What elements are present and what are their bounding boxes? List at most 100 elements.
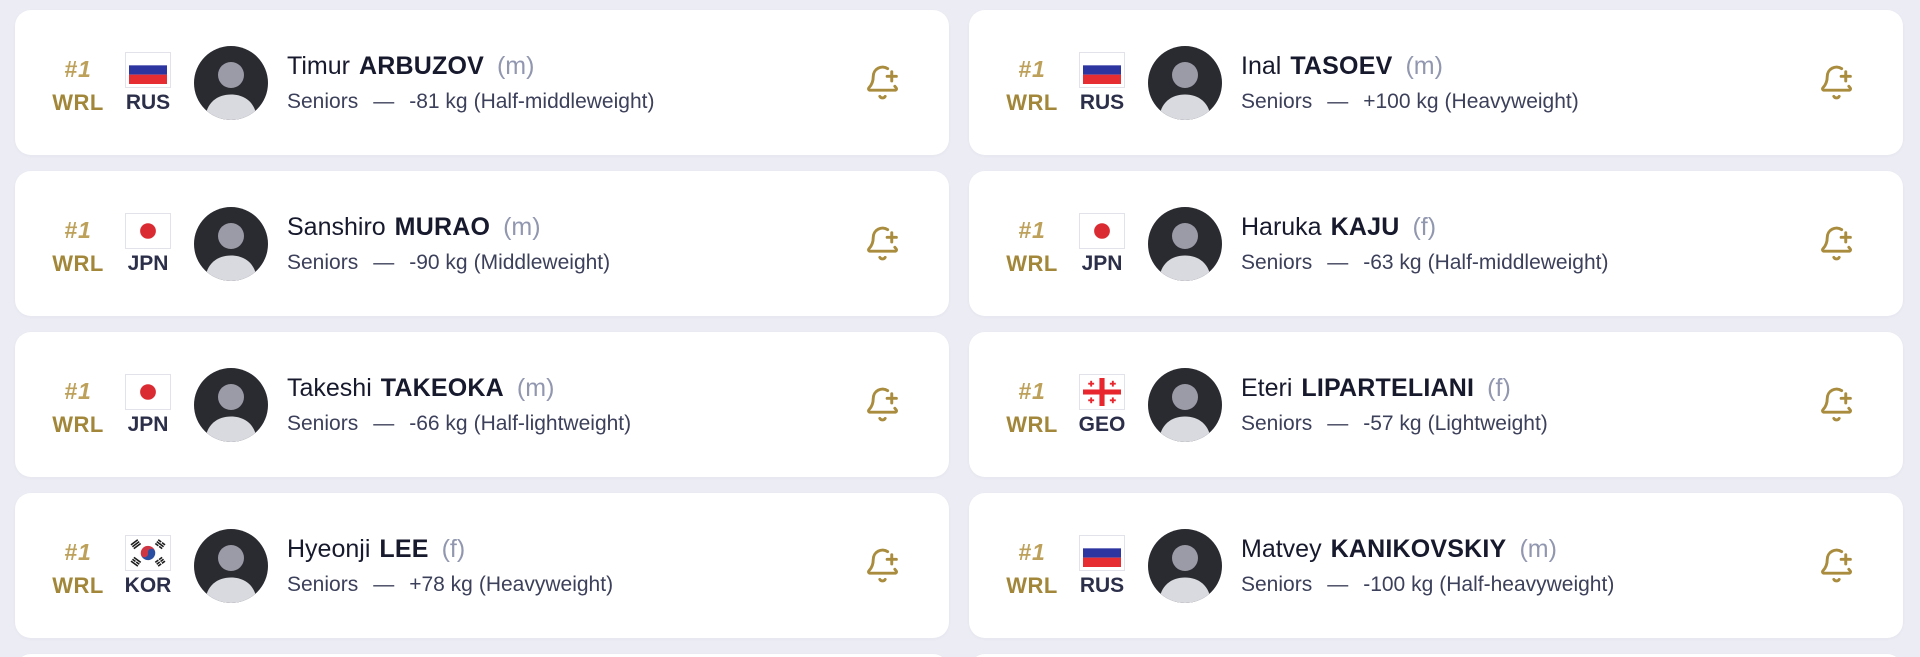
world-rank: #1 WRL	[1002, 372, 1062, 438]
world-rank: #1 WRL	[1002, 50, 1062, 116]
athlete-category: Seniors — -66 kg (Half-lightweight)	[287, 412, 631, 436]
athlete-category: Seniors — -81 kg (Half-middleweight)	[287, 90, 654, 114]
rank-label: WRL	[1006, 89, 1058, 115]
weight-class: (Half-heavyweight)	[1439, 572, 1615, 596]
athlete-card[interactable]: #1 WRL RUS Inal TASOEV (m) Seniors — +10…	[969, 10, 1903, 155]
nation: KOR	[120, 533, 176, 599]
rank-number: #1	[1018, 539, 1046, 565]
athlete-card[interactable]: #1 WRL KOR Hyeonji LEE (f) Seniors — +78	[15, 493, 949, 638]
athlete-last-name: KAJU	[1330, 212, 1400, 241]
follow-bell-button[interactable]	[1813, 382, 1859, 428]
athlete-last-name: MURAO	[394, 212, 491, 241]
rank-label: WRL	[52, 250, 104, 276]
athlete-last-name: KANIKOVSKIY	[1330, 534, 1507, 563]
rank-label: WRL	[1006, 250, 1058, 276]
athlete-category: Seniors — -90 kg (Middleweight)	[287, 251, 610, 275]
athlete-name: Inal TASOEV (m)	[1241, 52, 1579, 81]
person-silhouette-icon	[194, 45, 268, 120]
person-silhouette-icon	[194, 367, 268, 442]
athlete-name: Sanshiro MURAO (m)	[287, 213, 610, 242]
athlete-first-name: Takeshi	[287, 373, 372, 402]
athlete-name: Takeshi TAKEOKA (m)	[287, 374, 631, 403]
athlete-photo	[1148, 45, 1222, 120]
athlete-photo	[1148, 528, 1222, 603]
person-silhouette-icon	[194, 528, 268, 603]
rank-label: WRL	[52, 411, 104, 437]
follow-bell-button[interactable]	[1813, 543, 1859, 589]
rank-label: WRL	[1006, 411, 1058, 437]
follow-bell-button[interactable]	[859, 382, 905, 428]
athlete-name: Eteri LIPARTELIANI (f)	[1241, 374, 1548, 403]
athlete-first-name: Timur	[287, 51, 350, 80]
nation: JPN	[120, 211, 176, 277]
person-silhouette-icon	[194, 206, 268, 281]
nation: JPN	[1074, 211, 1130, 277]
athlete-photo	[194, 45, 268, 120]
athlete-name: Timur ARBUZOV (m)	[287, 52, 654, 81]
weight-class: (Middleweight)	[473, 250, 611, 274]
bell-plus-icon	[866, 226, 898, 261]
separator-dash: —	[373, 411, 395, 435]
athlete-gender: (f)	[1487, 373, 1511, 402]
athlete-info: Eteri LIPARTELIANI (f) Seniors — -57 kg …	[1241, 374, 1548, 436]
athlete-category: Seniors — +78 kg (Heavyweight)	[287, 573, 613, 597]
weight-class: (Heavyweight)	[1444, 89, 1579, 113]
age-group: Seniors	[287, 572, 359, 596]
separator-dash: —	[373, 89, 395, 113]
athlete-gender: (m)	[1405, 51, 1443, 80]
country-code: JPN	[127, 251, 169, 275]
nation: RUS	[120, 50, 176, 116]
separator-dash: —	[1327, 250, 1349, 274]
bell-plus-icon	[1820, 387, 1852, 422]
weight: -66 kg	[409, 411, 468, 435]
athlete-info: Matvey KANIKOVSKIY (m) Seniors — -100 kg…	[1241, 535, 1614, 597]
world-rank: #1 WRL	[48, 372, 108, 438]
follow-bell-button[interactable]	[1813, 60, 1859, 106]
athlete-card[interactable]: #1 WRL JPN Takeshi TAKEOKA (m) Seniors —	[15, 332, 949, 477]
person-silhouette-icon	[1148, 45, 1222, 120]
age-group: Seniors	[287, 411, 359, 435]
person-silhouette-icon	[1148, 528, 1222, 603]
follow-bell-button[interactable]	[859, 221, 905, 267]
rank-number: #1	[64, 378, 92, 404]
world-rank: #1 WRL	[48, 211, 108, 277]
athlete-card[interactable]: #1 WRL RUS Matvey KANIKOVSKIY (m) Senior…	[969, 493, 1903, 638]
athlete-name: Haruka KAJU (f)	[1241, 213, 1608, 242]
weight: -57 kg	[1363, 411, 1422, 435]
athlete-card[interactable]: #1 WRL JPN Haruka KAJU (f) Seniors — -63	[969, 171, 1903, 316]
separator-dash: —	[1327, 411, 1349, 435]
athlete-gender: (f)	[441, 534, 466, 563]
athlete-photo	[1148, 367, 1222, 442]
flag-geo-icon	[1079, 373, 1125, 410]
follow-bell-button[interactable]	[1813, 221, 1859, 267]
person-silhouette-icon	[1148, 367, 1222, 442]
weight: -63 kg	[1363, 250, 1422, 274]
athlete-card[interactable]: #1 WRL JPN Sanshiro MURAO (m) Seniors — …	[15, 171, 949, 316]
athlete-card[interactable]: #1 WRL GEO Eteri LIPARTELIANI (f) Senior…	[969, 332, 1903, 477]
follow-bell-button[interactable]	[859, 543, 905, 589]
country-code: GEO	[1078, 412, 1126, 436]
weight-class: (Lightweight)	[1427, 411, 1548, 435]
weight-class: (Half-middleweight)	[473, 89, 655, 113]
athlete-name: Hyeonji LEE (f)	[287, 535, 613, 564]
athlete-photo	[194, 367, 268, 442]
nation: RUS	[1074, 50, 1130, 116]
athlete-info: Haruka KAJU (f) Seniors — -63 kg (Half-m…	[1241, 213, 1608, 275]
flag-jpn-icon	[125, 373, 171, 410]
weight: -90 kg	[409, 250, 468, 274]
bell-plus-icon	[866, 65, 898, 100]
follow-bell-button[interactable]	[859, 60, 905, 106]
weight: +100 kg	[1363, 89, 1439, 113]
athlete-last-name: TASOEV	[1290, 51, 1393, 80]
country-code: RUS	[1079, 90, 1125, 114]
athlete-first-name: Eteri	[1241, 373, 1293, 402]
athlete-category: Seniors — -57 kg (Lightweight)	[1241, 412, 1548, 436]
athlete-photo	[194, 528, 268, 603]
age-group: Seniors	[1241, 411, 1313, 435]
bell-plus-icon	[866, 548, 898, 583]
rank-label: WRL	[52, 89, 104, 115]
weight: +78 kg	[409, 572, 473, 596]
athlete-card[interactable]: #1 WRL RUS Timur ARBUZOV (m) Seniors — -…	[15, 10, 949, 155]
athlete-gender: (f)	[1412, 212, 1437, 241]
rank-number: #1	[1018, 56, 1046, 82]
